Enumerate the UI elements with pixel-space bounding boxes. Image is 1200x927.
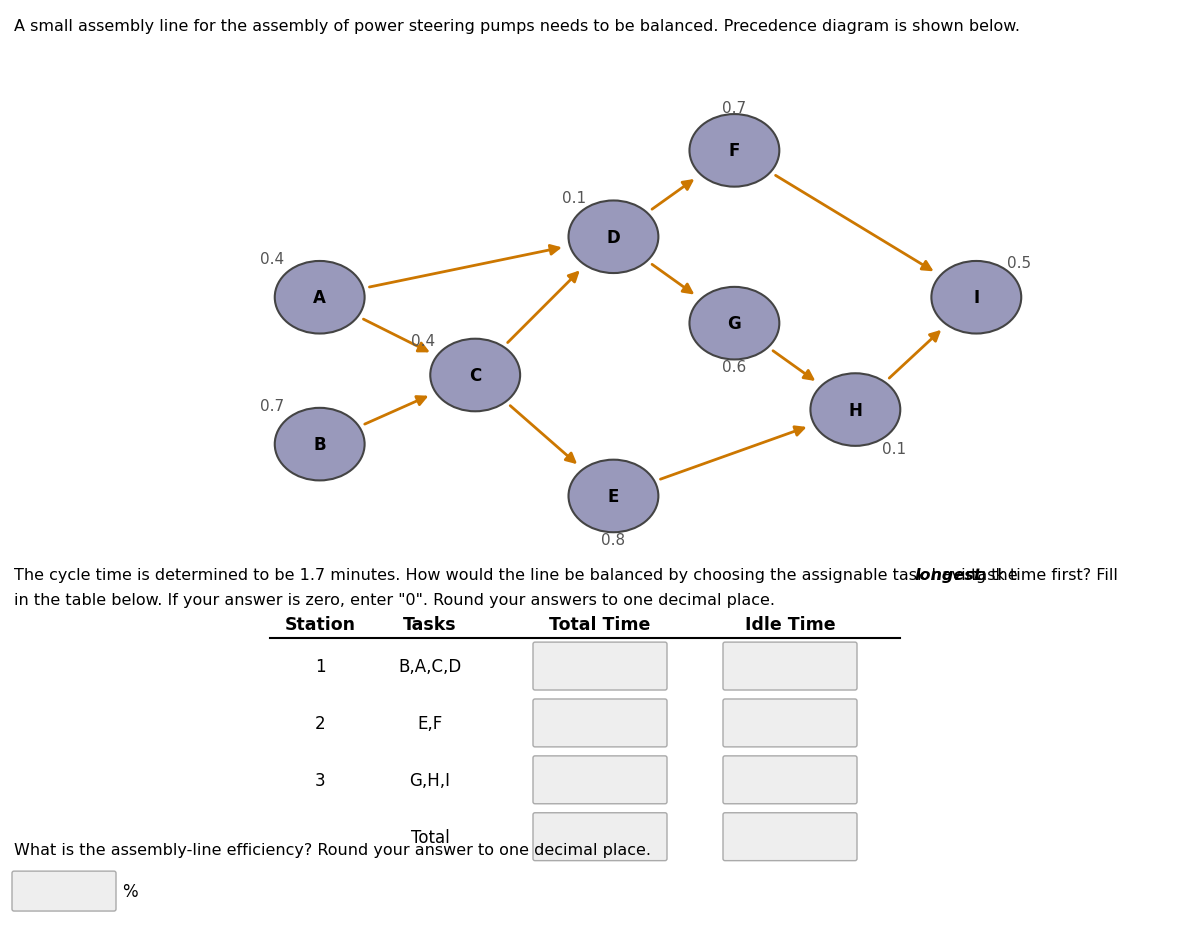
Text: 2: 2 — [314, 714, 325, 732]
FancyBboxPatch shape — [533, 642, 667, 691]
Text: %: % — [122, 883, 138, 900]
Text: H: H — [848, 401, 863, 419]
FancyBboxPatch shape — [533, 813, 667, 860]
Text: 0.5: 0.5 — [1008, 256, 1032, 271]
FancyBboxPatch shape — [533, 699, 667, 747]
Text: longest: longest — [914, 567, 982, 582]
Text: G,H,I: G,H,I — [409, 771, 450, 789]
Text: task time first? Fill: task time first? Fill — [966, 567, 1118, 582]
Ellipse shape — [275, 409, 365, 481]
Text: 0.7: 0.7 — [722, 100, 746, 116]
FancyBboxPatch shape — [533, 756, 667, 804]
Text: Total: Total — [410, 828, 449, 845]
Text: A small assembly line for the assembly of power steering pumps needs to be balan: A small assembly line for the assembly o… — [14, 19, 1020, 33]
Ellipse shape — [690, 287, 779, 360]
Ellipse shape — [690, 115, 779, 187]
Text: The cycle time is determined to be 1.7 minutes. How would the line be balanced b: The cycle time is determined to be 1.7 m… — [14, 567, 1024, 582]
Text: Station: Station — [284, 615, 355, 633]
Ellipse shape — [810, 374, 900, 447]
FancyBboxPatch shape — [722, 756, 857, 804]
Text: 1: 1 — [314, 657, 325, 676]
FancyBboxPatch shape — [722, 813, 857, 860]
Text: A: A — [313, 289, 326, 307]
Text: I: I — [973, 289, 979, 307]
Ellipse shape — [931, 261, 1021, 334]
Ellipse shape — [431, 339, 520, 412]
Text: in the table below. If your answer is zero, enter "0". Round your answers to one: in the table below. If your answer is ze… — [14, 592, 775, 607]
Text: 0.7: 0.7 — [260, 399, 284, 413]
Text: 0.1: 0.1 — [563, 191, 587, 206]
Text: 0.4: 0.4 — [260, 251, 284, 267]
Text: C: C — [469, 366, 481, 385]
Ellipse shape — [569, 460, 659, 533]
Text: 0.1: 0.1 — [882, 441, 906, 456]
FancyBboxPatch shape — [722, 699, 857, 747]
Ellipse shape — [569, 201, 659, 273]
Text: 0.6: 0.6 — [722, 360, 746, 375]
Text: D: D — [606, 229, 620, 247]
Text: B: B — [313, 436, 326, 453]
FancyBboxPatch shape — [722, 642, 857, 691]
Text: E,F: E,F — [418, 714, 443, 732]
Ellipse shape — [275, 261, 365, 334]
Text: 0.8: 0.8 — [601, 532, 625, 547]
Text: 3: 3 — [314, 771, 325, 789]
Text: 0.4: 0.4 — [412, 334, 436, 349]
Text: Idle Time: Idle Time — [745, 615, 835, 633]
Text: E: E — [607, 488, 619, 505]
Text: F: F — [728, 142, 740, 160]
Text: G: G — [727, 315, 742, 333]
Text: Tasks: Tasks — [403, 615, 457, 633]
FancyBboxPatch shape — [12, 871, 116, 911]
Text: Total Time: Total Time — [550, 615, 650, 633]
Text: B,A,C,D: B,A,C,D — [398, 657, 462, 676]
Text: What is the assembly-line efficiency? Round your answer to one decimal place.: What is the assembly-line efficiency? Ro… — [14, 842, 652, 857]
